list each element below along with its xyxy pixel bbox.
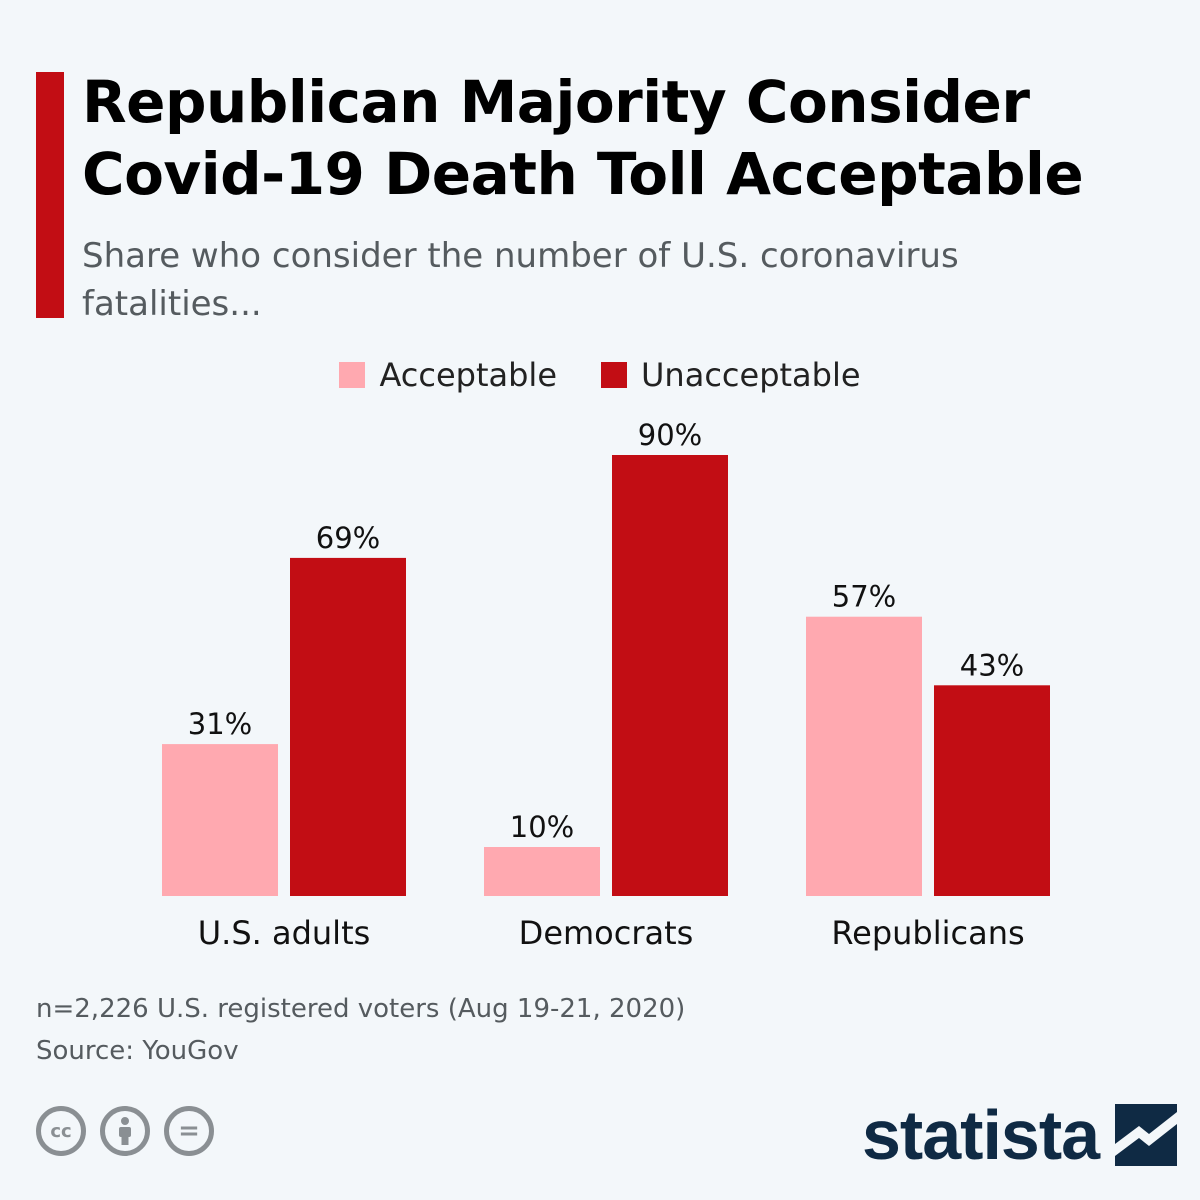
title-accent-bar: [36, 72, 64, 318]
brand-wordmark: statista: [862, 1096, 1100, 1174]
data-label-acceptable-1: 10%: [510, 810, 574, 844]
bar-chart: 31% 69% U.S. adults 10% 90% Democrats 57% 43% Re…: [162, 418, 1050, 952]
statista-logo-icon: [1115, 1104, 1178, 1166]
bar-acceptable-2: [806, 616, 922, 896]
person-glyph: [119, 1117, 131, 1145]
data-label-acceptable-0: 31%: [188, 707, 252, 741]
cc-icon[interactable]: cc: [36, 1106, 86, 1156]
source-note: Source: YouGov: [36, 1036, 239, 1066]
data-label-acceptable-2: 57%: [832, 580, 896, 614]
legend-swatch-unacceptable: [601, 362, 627, 388]
bar-acceptable-1: [484, 847, 600, 896]
legend-swatch-acceptable: [339, 362, 366, 388]
license-icons: cc =: [36, 1106, 214, 1156]
data-label-unacceptable-0: 69%: [316, 521, 380, 555]
chart-legend: Acceptable Unacceptable: [0, 356, 1200, 394]
page-title: Republican Majority Consider Covid-19 De…: [82, 66, 1182, 210]
statista-logo[interactable]: statista: [862, 1096, 1178, 1174]
footnote: n=2,226 U.S. registered voters (Aug 19-2…: [36, 988, 685, 1072]
category-label-0: U.S. adults: [198, 914, 371, 952]
chart-subtitle: Share who consider the number of U.S. co…: [82, 236, 959, 324]
bar-unacceptable-0: [290, 557, 406, 896]
legend-item-acceptable: Acceptable: [339, 356, 557, 394]
legend-item-unacceptable: Unacceptable: [601, 356, 861, 394]
category-label-1: Democrats: [519, 914, 694, 952]
data-label-unacceptable-2: 43%: [960, 648, 1024, 682]
title-line-1: Republican Majority Consider: [82, 68, 1030, 136]
bar-unacceptable-2: [934, 685, 1050, 896]
cc-icon-glyph: cc: [50, 1120, 72, 1142]
title-line-2: Covid-19 Death Toll Acceptable: [82, 140, 1084, 208]
legend-label-unacceptable: Unacceptable: [641, 356, 861, 394]
no-derivatives-icon[interactable]: =: [164, 1106, 214, 1156]
sample-note: n=2,226 U.S. registered voters (Aug 19-2…: [36, 994, 686, 1024]
bar-unacceptable-1: [612, 455, 728, 896]
nd-icon-glyph: =: [178, 1116, 200, 1146]
bar-acceptable-0: [162, 744, 278, 896]
data-label-unacceptable-1: 90%: [638, 418, 702, 452]
category-label-2: Republicans: [831, 914, 1024, 952]
legend-label-acceptable: Acceptable: [379, 356, 557, 394]
attribution-icon[interactable]: [100, 1106, 150, 1156]
